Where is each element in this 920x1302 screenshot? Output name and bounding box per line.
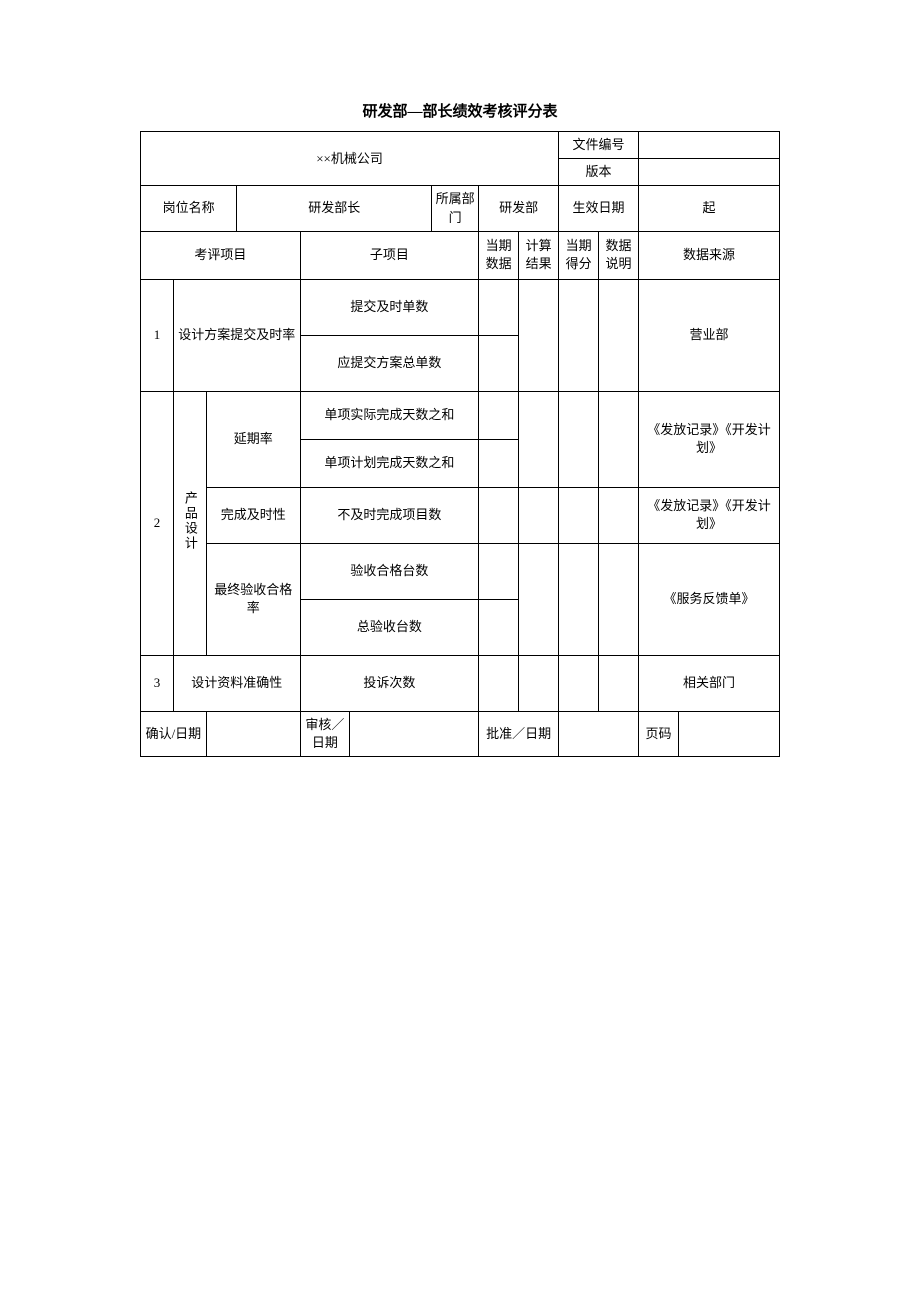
r2-g1-sub2: 单项计划完成天数之和: [300, 439, 478, 487]
effective-label: 生效日期: [559, 186, 639, 231]
review-label: 审核／日期: [300, 711, 349, 756]
r1-score: [559, 279, 599, 391]
r2-g3-sub1: 验收合格台数: [300, 543, 478, 599]
r2-g1-calc: [519, 391, 559, 487]
r2-g2-sub1: 不及时完成项目数: [300, 487, 478, 543]
position-value: 研发部长: [237, 186, 432, 231]
r2-g2-explain: [599, 487, 639, 543]
r2-g2-label: 完成及时性: [206, 487, 300, 543]
page-value: [678, 711, 779, 756]
version-value: [638, 159, 779, 186]
r2-g3-score: [559, 543, 599, 655]
r2-g2-score: [559, 487, 599, 543]
r1-source: 营业部: [638, 279, 779, 391]
approve-value: [559, 711, 639, 756]
r1-explain: [599, 279, 639, 391]
page-label: 页码: [638, 711, 678, 756]
r2-g3-label: 最终验收合格率: [206, 543, 300, 655]
col-data: 当期数据: [479, 231, 519, 279]
r2-g3-calc: [519, 543, 559, 655]
doc-no-value: [638, 132, 779, 159]
r3-data1: [479, 655, 519, 711]
r3-num: 3: [141, 655, 174, 711]
r1-item: 设计方案提交及时率: [173, 279, 300, 391]
doc-no-label: 文件编号: [559, 132, 639, 159]
r1-sub2: 应提交方案总单数: [300, 335, 478, 391]
r2-g1-sub1: 单项实际完成天数之和: [300, 391, 478, 439]
col-calc: 计算结果: [519, 231, 559, 279]
r1-calc: [519, 279, 559, 391]
position-label: 岗位名称: [141, 186, 237, 231]
r2-g2-source: 《发放记录》《开发计划》: [638, 487, 779, 543]
approve-label: 批准／日期: [479, 711, 559, 756]
r2-g2-data1: [479, 487, 519, 543]
r3-item: 设计资料准确性: [173, 655, 300, 711]
company-cell: ××机械公司: [141, 132, 559, 186]
r2-g1-label: 延期率: [206, 391, 300, 487]
r2-g1-data2: [479, 439, 519, 487]
r2-g1-data1: [479, 391, 519, 439]
confirm-value: [206, 711, 300, 756]
evaluation-table: ××机械公司 文件编号 版本 岗位名称 研发部长 所属部门 研发部 生效日期 起…: [140, 131, 780, 757]
confirm-label: 确认/日期: [141, 711, 207, 756]
r3-explain: [599, 655, 639, 711]
dept-value: 研发部: [479, 186, 559, 231]
r1-num: 1: [141, 279, 174, 391]
r2-g1-score: [559, 391, 599, 487]
r2-g3-data2: [479, 599, 519, 655]
r1-data1: [479, 279, 519, 335]
r3-score: [559, 655, 599, 711]
r2-item: 产品设计: [173, 391, 206, 655]
r2-g3-source: 《服务反馈单》: [638, 543, 779, 655]
r2-g3-sub2: 总验收台数: [300, 599, 478, 655]
col-item: 考评项目: [141, 231, 301, 279]
version-label: 版本: [559, 159, 639, 186]
r2-g2-calc: [519, 487, 559, 543]
r1-sub1: 提交及时单数: [300, 279, 478, 335]
col-source: 数据来源: [638, 231, 779, 279]
col-explain: 数据说明: [599, 231, 639, 279]
r2-g1-explain: [599, 391, 639, 487]
r2-g3-explain: [599, 543, 639, 655]
r2-g3-data1: [479, 543, 519, 599]
table-title: 研发部—部长绩效考核评分表: [140, 100, 780, 121]
review-value: [350, 711, 479, 756]
r2-num: 2: [141, 391, 174, 655]
r2-g1-source: 《发放记录》《开发计划》: [638, 391, 779, 487]
effective-value: 起: [638, 186, 779, 231]
r3-sub1: 投诉次数: [300, 655, 478, 711]
r1-data2: [479, 335, 519, 391]
col-score: 当期得分: [559, 231, 599, 279]
r3-calc: [519, 655, 559, 711]
r3-source: 相关部门: [638, 655, 779, 711]
col-subitem: 子项目: [300, 231, 478, 279]
dept-label: 所属部门: [432, 186, 479, 231]
